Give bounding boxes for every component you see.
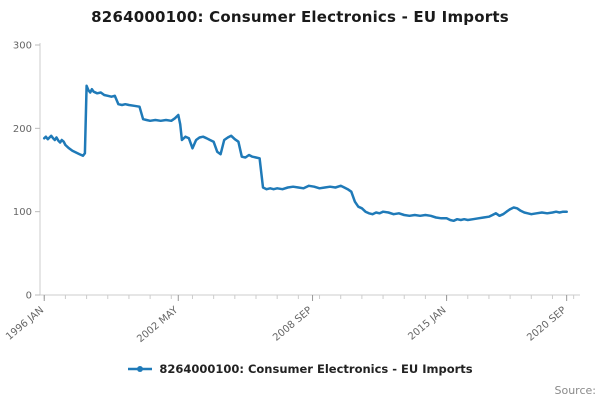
x-axis-tick-label: 1996 JAN (4, 305, 46, 343)
x-axis-tick-label: 2002 MAY (135, 304, 181, 345)
source-label: Source: (554, 384, 597, 397)
y-axis-tick-label: 100 (13, 207, 32, 218)
y-axis-tick-label: 0 (26, 291, 32, 302)
legend[interactable]: 8264000100: Consumer Electronics - EU Im… (0, 362, 600, 376)
legend-label: 8264000100: Consumer Electronics - EU Im… (159, 362, 473, 376)
y-axis-tick-label: 200 (13, 124, 32, 135)
x-axis-tick-label: 2020 SEP (525, 305, 568, 344)
series-line (42, 84, 568, 223)
chart-title: 8264000100: Consumer Electronics - EU Im… (91, 8, 509, 26)
legend-line-marker-icon (128, 366, 153, 372)
x-axis-tick-label: 2015 JAN (406, 305, 448, 343)
x-axis-tick-label: 2008 SEP (271, 305, 314, 344)
y-axis-tick-label: 300 (13, 41, 32, 52)
